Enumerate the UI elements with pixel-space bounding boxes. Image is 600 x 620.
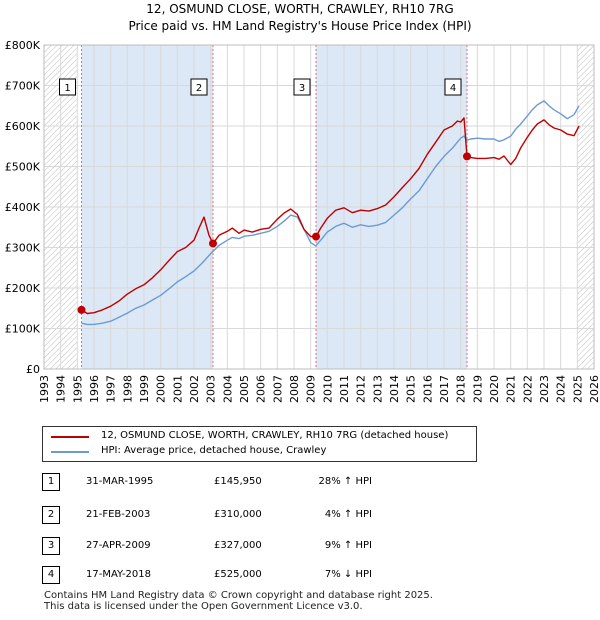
x-tick-label: 2021: [505, 375, 518, 403]
x-tick-label: 2010: [321, 375, 334, 403]
y-tick-label: £500K: [5, 161, 41, 174]
footer-line-2: This data is licensed under the Open Gov…: [44, 601, 363, 612]
x-tick-label: 2006: [255, 375, 268, 403]
sale-date: 17-MAY-2018: [86, 569, 152, 580]
sale-price: £327,000: [214, 540, 262, 551]
x-tick-label: 1995: [71, 375, 84, 403]
sale-label-box: [293, 78, 311, 96]
x-tick-label: 2023: [538, 375, 551, 403]
x-tick-label: 2019: [471, 375, 484, 403]
x-tick-label: 2013: [371, 375, 384, 403]
x-tick-label: 2003: [205, 375, 218, 403]
y-tick-label: £400K: [5, 201, 41, 214]
x-tick-label: 2015: [405, 375, 418, 403]
sale-hpi-diff: 7% ↓ HPI: [324, 569, 372, 580]
hpi-line: [81, 100, 580, 326]
footer-line-1: Contains HM Land Registry data © Crown c…: [44, 590, 433, 601]
sale-date: 27-APR-2009: [86, 540, 151, 551]
sale-price: £525,000: [214, 569, 262, 580]
y-tick-label: £0: [26, 363, 40, 376]
x-tick-label: 2014: [388, 375, 401, 403]
x-tick-label: 2022: [521, 375, 534, 403]
sale-badge: 4: [42, 566, 60, 584]
sale-badge: 2: [42, 506, 60, 524]
x-tick-label: 1998: [121, 375, 134, 403]
x-tick-label: 1996: [88, 375, 101, 403]
x-tick-label: 2025: [571, 375, 584, 403]
x-tick-label: 1999: [138, 375, 151, 403]
x-tick-label: 2020: [488, 375, 501, 403]
price-paid-line: [81, 117, 580, 315]
legend-swatch-price: [51, 436, 89, 438]
x-tick-label: 2026: [588, 375, 600, 403]
x-tick-label: 2011: [338, 375, 351, 403]
price-chart: £0 £100K £200K £300K £400K £500K £600K £700K £80…: [5, 39, 600, 403]
sale-row: 2 21-FEB-2003 £310,000 4% ↑ HPI: [42, 506, 582, 524]
x-tick-label: 2004: [221, 375, 234, 403]
sale-label-number: 1: [64, 83, 70, 94]
sale-label-box: [444, 78, 462, 96]
sale-label-box: [190, 78, 208, 96]
x-tick-label: 2005: [238, 375, 251, 403]
legend-label-price: 12, OSMUND CLOSE, WORTH, CRAWLEY, RH10 7…: [101, 430, 449, 441]
x-tick-label: 2002: [188, 375, 201, 403]
sale-hpi-diff: 4% ↑ HPI: [324, 509, 372, 520]
footer: Contains HM Land Registry data © Crown c…: [44, 590, 433, 612]
sale-row: 1 31-MAR-1995 £145,950 28% ↑ HPI: [42, 473, 582, 491]
x-tick-label: 1997: [105, 375, 118, 403]
x-tick-label: 1993: [38, 375, 51, 403]
y-tick-label: £800K: [5, 39, 41, 52]
x-tick-label: 1994: [55, 375, 68, 403]
x-tick-label: 2001: [171, 375, 184, 403]
plot-frame: [43, 44, 595, 370]
y-tick-label: £200K: [5, 282, 41, 295]
x-tick-label: 2018: [455, 375, 468, 403]
sale-point: [209, 239, 217, 248]
sale-hpi-diff: 28% ↑ HPI: [318, 476, 372, 487]
sale-price: £145,950: [214, 476, 262, 487]
sale-label-number: 3: [299, 83, 305, 94]
sale-point: [312, 232, 320, 241]
sale-hpi-diff: 9% ↑ HPI: [324, 540, 372, 551]
x-tick-label: 2012: [355, 375, 368, 403]
y-tick-label: £600K: [5, 120, 41, 133]
sale-label-box: [59, 78, 76, 96]
y-tick-label: £700K: [5, 80, 41, 93]
legend: 12, OSMUND CLOSE, WORTH, CRAWLEY, RH10 7…: [42, 426, 477, 462]
sale-row: 4 17-MAY-2018 £525,000 7% ↓ HPI: [42, 566, 582, 584]
y-tick-label: £100K: [5, 323, 41, 336]
sale-date: 21-FEB-2003: [86, 509, 151, 520]
legend-label-hpi: HPI: Average price, detached house, Craw…: [101, 445, 327, 456]
x-tick-label: 2000: [155, 375, 168, 403]
chart-subtitle: Price paid vs. HM Land Registry's House …: [128, 19, 472, 33]
x-tick-label: 2009: [305, 375, 318, 403]
sale-price: £310,000: [214, 509, 262, 520]
x-tick-label: 2024: [555, 375, 568, 403]
x-tick-label: 2016: [421, 375, 434, 403]
sale-point: [463, 152, 471, 161]
x-tick-label: 2008: [288, 375, 301, 403]
sale-point: [77, 305, 86, 314]
sale-date: 31-MAR-1995: [86, 476, 154, 487]
sale-badge: 1: [42, 473, 60, 491]
x-tick-label: 2007: [271, 375, 284, 403]
legend-swatch-hpi: [51, 451, 89, 453]
sale-badge: 3: [42, 537, 60, 555]
x-tick-label: 2017: [438, 375, 451, 403]
chart-title: 12, OSMUND CLOSE, WORTH, CRAWLEY, RH10 7…: [146, 2, 454, 16]
y-tick-label: £300K: [5, 242, 41, 255]
sale-label-number: 4: [450, 83, 456, 94]
sale-row: 3 27-APR-2009 £327,000 9% ↑ HPI: [42, 537, 582, 555]
sale-label-number: 2: [196, 83, 202, 94]
